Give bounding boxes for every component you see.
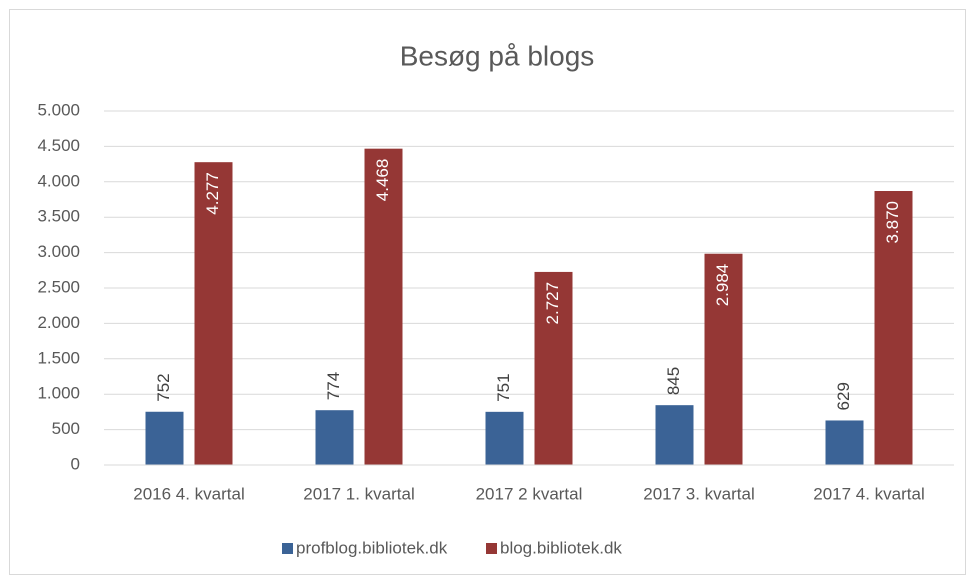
y-tick-label: 2.000 bbox=[37, 313, 80, 332]
value-label: 3.870 bbox=[883, 201, 902, 244]
bar bbox=[145, 411, 184, 465]
value-label: 751 bbox=[494, 373, 513, 401]
y-tick-label: 3.500 bbox=[37, 207, 80, 226]
legend-label: profblog.bibliotek.dk bbox=[296, 538, 448, 557]
value-label: 2.727 bbox=[543, 282, 562, 325]
bar bbox=[704, 253, 743, 465]
chart-border bbox=[9, 9, 966, 575]
bar bbox=[825, 420, 864, 465]
legend-label: blog.bibliotek.dk bbox=[500, 538, 622, 557]
bar bbox=[315, 410, 354, 465]
legend-swatch bbox=[486, 543, 497, 554]
y-tick-label: 2.500 bbox=[37, 277, 80, 296]
value-label: 4.468 bbox=[373, 159, 392, 202]
value-label: 845 bbox=[664, 367, 683, 395]
bar bbox=[194, 162, 233, 465]
x-tick-label: 2017 4. kvartal bbox=[813, 484, 925, 503]
x-tick-label: 2016 4. kvartal bbox=[133, 484, 245, 503]
y-tick-label: 1.500 bbox=[37, 348, 80, 367]
bar bbox=[364, 148, 403, 466]
bar bbox=[874, 191, 913, 465]
y-tick-label: 0 bbox=[71, 454, 80, 473]
value-label: 629 bbox=[834, 382, 853, 410]
y-tick-label: 3.000 bbox=[37, 242, 80, 261]
x-tick-label: 2017 1. kvartal bbox=[303, 484, 415, 503]
value-label: 774 bbox=[324, 372, 343, 400]
y-tick-label: 5.000 bbox=[37, 100, 80, 119]
x-tick-label: 2017 2 kvartal bbox=[476, 484, 583, 503]
legend-swatch bbox=[282, 543, 293, 554]
y-tick-label: 1.000 bbox=[37, 384, 80, 403]
value-label: 4.277 bbox=[203, 172, 222, 215]
bar bbox=[655, 405, 694, 465]
value-label: 2.984 bbox=[713, 264, 732, 307]
bar bbox=[534, 271, 573, 465]
bar bbox=[485, 411, 524, 465]
x-tick-label: 2017 3. kvartal bbox=[643, 484, 755, 503]
value-label: 752 bbox=[154, 373, 173, 401]
y-tick-label: 4.000 bbox=[37, 171, 80, 190]
chart-title: Besøg på blogs bbox=[400, 40, 595, 71]
y-tick-label: 500 bbox=[52, 419, 80, 438]
y-tick-label: 4.500 bbox=[37, 136, 80, 155]
